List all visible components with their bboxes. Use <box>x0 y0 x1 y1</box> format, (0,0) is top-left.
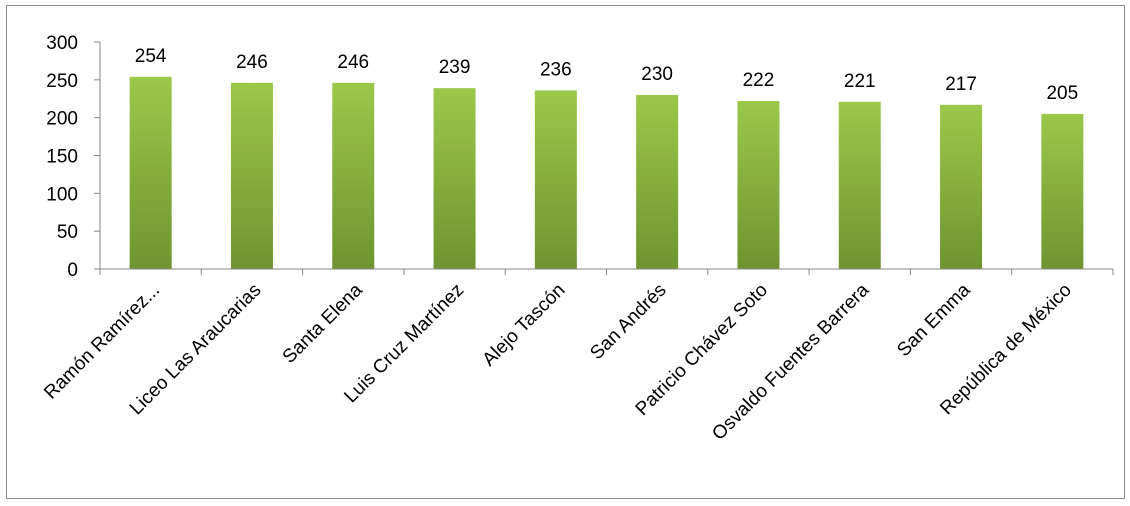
data-label: 222 <box>743 70 775 91</box>
y-tick-label: 300 <box>46 33 78 54</box>
data-label: 239 <box>439 57 471 78</box>
bar <box>332 82 375 269</box>
y-axis: 0 50 100 150 200 250 300 <box>46 33 101 281</box>
y-tick-label: 0 <box>67 260 78 281</box>
bar <box>433 88 476 269</box>
data-label: 246 <box>236 52 268 73</box>
data-label: 246 <box>337 52 369 73</box>
y-tick-label: 200 <box>46 109 78 130</box>
data-label: 236 <box>540 59 572 80</box>
data-label: 217 <box>945 74 977 95</box>
data-label: 254 <box>135 46 167 67</box>
bar <box>940 104 983 269</box>
y-tick-label: 250 <box>46 71 78 92</box>
y-tick-label: 150 <box>46 147 78 168</box>
x-tick-label: Santa Elena <box>279 279 367 367</box>
data-label: 230 <box>641 64 673 85</box>
bar <box>636 94 679 269</box>
x-tick-label: Alejo Tascón <box>479 280 570 371</box>
bar <box>1041 113 1084 269</box>
bar <box>534 90 577 269</box>
x-axis: Ramón Ramírez...Liceo Las Araucarias Sant… <box>40 268 1114 445</box>
bar <box>230 82 273 269</box>
data-label: 221 <box>844 71 876 92</box>
bar <box>129 76 172 269</box>
bars <box>129 76 1084 270</box>
bar <box>737 101 780 270</box>
data-labels: 254 246 246 239 236 230 222 221 217 205 <box>135 46 1078 104</box>
x-tick-label: San Emma <box>893 279 975 361</box>
data-label: 205 <box>1046 83 1078 104</box>
x-tick-label: San Andrés <box>586 280 670 364</box>
y-tick-label: 50 <box>57 222 78 243</box>
y-tick-label: 100 <box>46 184 78 205</box>
bar <box>838 101 881 269</box>
